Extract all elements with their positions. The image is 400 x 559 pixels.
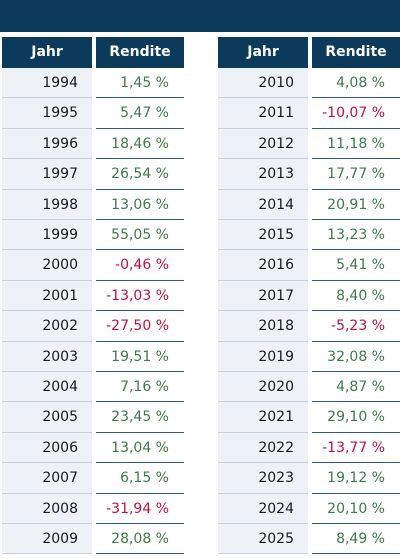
return-cell: 13,06 % [96,189,184,220]
return-cell: -31,94 % [96,493,184,524]
return-cell: 19,12 % [312,463,400,494]
return-cell: 5,41 % [312,250,400,281]
year-cell: 2014 [218,189,308,220]
return-cell: -5,23 % [312,311,400,342]
year-cell: 2018 [218,311,308,342]
return-cell: 26,54 % [96,159,184,190]
year-cell: 2022 [218,432,308,464]
return-cell: 28,08 % [96,524,184,555]
return-cell: -10,07 % [312,98,400,129]
return-cell: -0,46 % [96,250,184,281]
year-cell: 2001 [2,280,92,312]
return-cell: 13,23 % [312,220,400,251]
year-cell: 2010 [218,68,308,99]
year-cell: 2021 [218,402,308,433]
year-cell: 2006 [2,432,92,464]
year-cell: 2011 [218,98,308,129]
return-cell: 4,87 % [312,372,400,403]
return-cell: 5,47 % [96,98,184,129]
column-header: Rendite [312,37,400,68]
return-cell: 11,18 % [312,128,400,160]
year-cell: 1998 [2,189,92,220]
column-header: Jahr [2,37,92,68]
year-cell: 1995 [2,98,92,129]
year-cell: 2023 [218,463,308,494]
year-cell: 2025 [218,524,308,555]
return-cell: 23,45 % [96,402,184,433]
return-cell: 7,16 % [96,372,184,403]
year-cell: 1999 [2,220,92,251]
return-cell: -13,03 % [96,280,184,312]
year-cell: 2002 [2,311,92,342]
return-cell: 8,40 % [312,280,400,312]
year-cell: 2007 [2,463,92,494]
year-cell: 2016 [218,250,308,281]
return-cell: 17,77 % [312,159,400,190]
return-cell: 18,46 % [96,128,184,160]
year-cell: 2000 [2,250,92,281]
return-cell: 13,04 % [96,432,184,464]
year-cell: 2019 [218,341,308,372]
year-cell: 2024 [218,493,308,524]
return-cell: -13,77 % [312,432,400,464]
return-cell: 4,08 % [312,68,400,99]
top-bar [0,0,400,32]
year-cell: 2003 [2,341,92,372]
year-cell: 2015 [218,220,308,251]
year-cell: 2008 [2,493,92,524]
year-cell: 2020 [218,372,308,403]
return-cell: 1,45 % [96,68,184,99]
year-cell: 2017 [218,280,308,312]
year-cell: 2012 [218,128,308,160]
return-cell: 55,05 % [96,220,184,251]
return-cell: 29,10 % [312,402,400,433]
year-cell: 1996 [2,128,92,160]
year-cell: 1997 [2,159,92,190]
column-header: Jahr [218,37,308,68]
return-cell: 20,10 % [312,493,400,524]
return-cell: -27,50 % [96,311,184,342]
return-cell: 8,49 % [312,524,400,555]
return-cell: 32,08 % [312,341,400,372]
column-header: Rendite [96,37,184,68]
year-cell: 2009 [2,524,92,555]
year-cell: 1994 [2,68,92,99]
return-cell: 20,91 % [312,189,400,220]
return-cell: 6,15 % [96,463,184,494]
return-cell: 19,51 % [96,341,184,372]
year-cell: 2005 [2,402,92,433]
year-cell: 2013 [218,159,308,190]
year-cell: 2004 [2,372,92,403]
